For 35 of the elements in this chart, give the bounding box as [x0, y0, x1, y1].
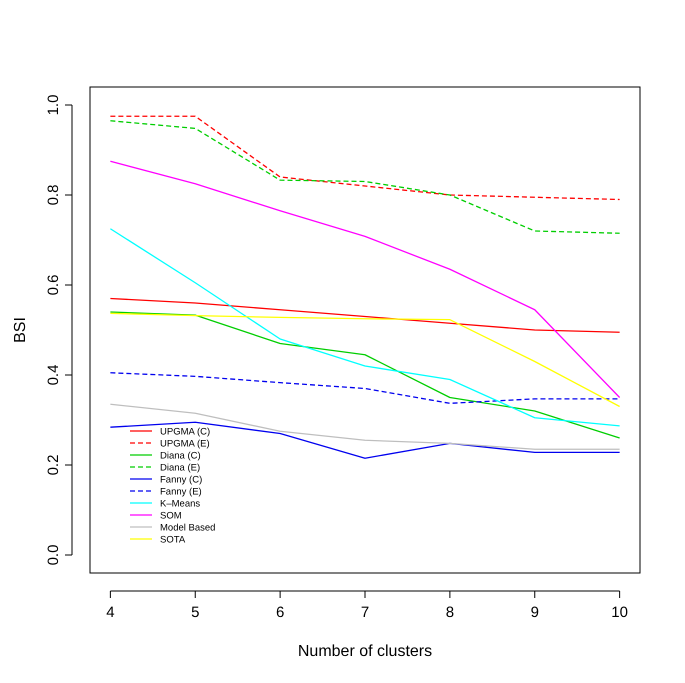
y-tick-label: 0.0 [45, 544, 62, 566]
line-series [110, 372, 620, 404]
x-tick-label: 4 [106, 604, 115, 621]
x-tick-label: 8 [446, 604, 454, 621]
legend-label: Model Based [160, 522, 216, 534]
line-series [110, 298, 620, 333]
x-tick-label: 6 [276, 604, 284, 621]
line-series [110, 116, 620, 200]
line-series [110, 311, 620, 439]
y-axis-title: BSI [12, 317, 29, 343]
legend-label: Fanny (E) [160, 486, 202, 498]
x-tick-label: 10 [611, 604, 628, 621]
x-tick-label: 7 [360, 604, 370, 621]
x-axis-title: Number of clusters [298, 643, 432, 660]
legend-label: SOTA [160, 534, 186, 546]
line-series [110, 160, 620, 398]
line-series [110, 228, 620, 426]
x-tick-label: 9 [530, 604, 539, 621]
legend-label: Diana (E) [160, 462, 200, 474]
x-tick-label: 5 [191, 604, 200, 621]
y-tick-label: 1.0 [45, 94, 62, 116]
legend-label: Diana (C) [160, 450, 201, 462]
legend-label: Fanny (C) [160, 474, 202, 486]
y-tick-label: 0.6 [45, 274, 62, 296]
legend-label: UPGMA (C) [160, 426, 210, 438]
legend-label: SOM [160, 510, 182, 522]
line-series [110, 404, 620, 450]
line-series [110, 422, 620, 459]
line-series [110, 312, 620, 408]
legend-label: K–Means [160, 498, 200, 510]
line-series [110, 120, 620, 234]
legend-label: UPGMA (E) [160, 438, 210, 450]
y-tick-label: 0.4 [45, 364, 62, 386]
y-tick-label: 0.2 [45, 454, 62, 476]
y-tick-label: 0.8 [45, 184, 62, 206]
